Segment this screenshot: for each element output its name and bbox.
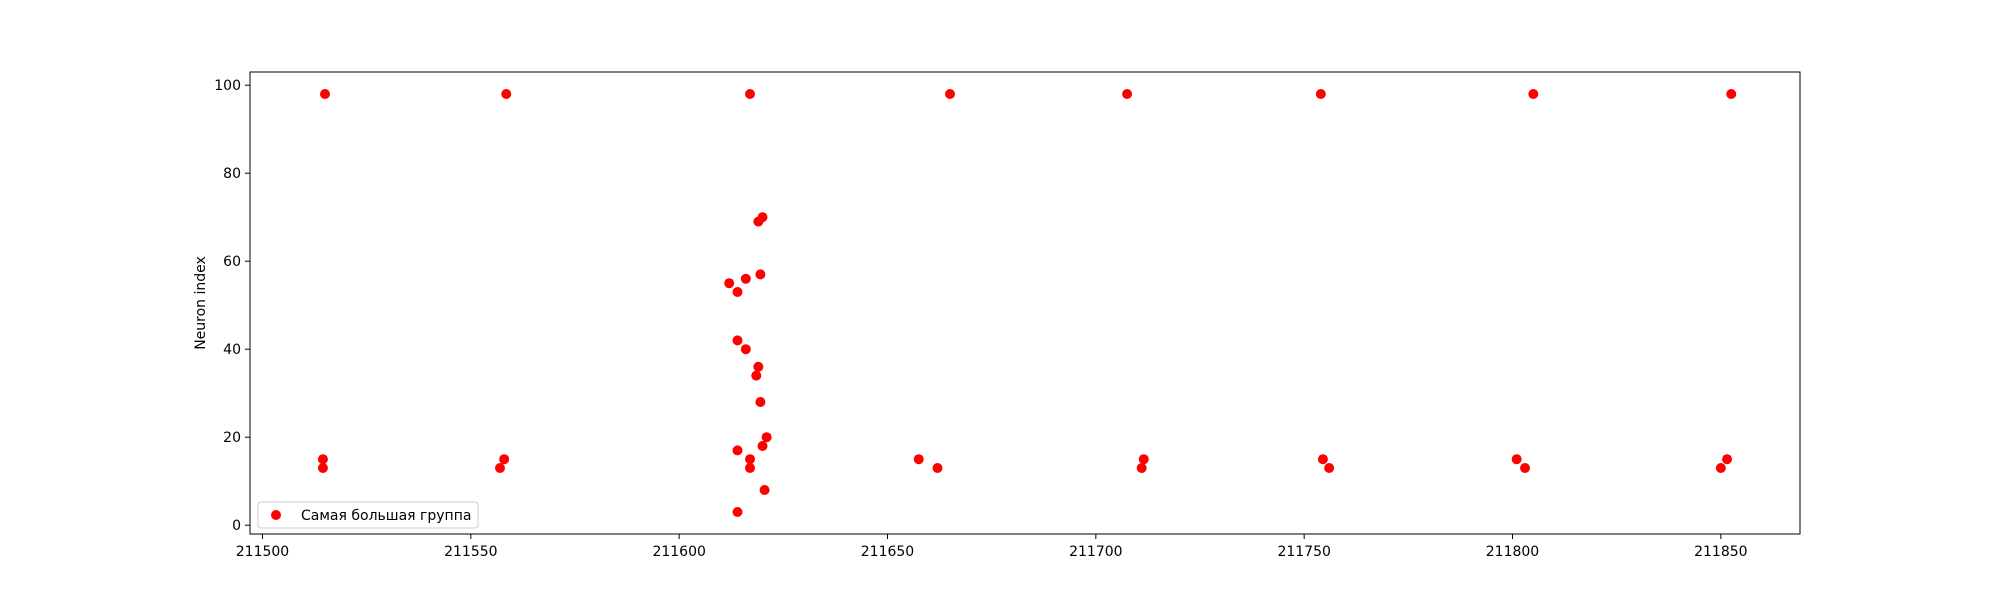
data-point [732,287,743,297]
data-point [740,344,751,355]
data-point [757,212,768,223]
data-point [1722,454,1733,465]
data-point [732,335,743,346]
x-tick-label: 211800 [1486,544,1539,560]
y-tick-label: 100 [214,78,241,94]
x-tick-label: 211700 [1069,544,1122,560]
y-tick-label: 60 [223,254,241,270]
data-points [317,89,1737,517]
y-axis-title: Neuron index [193,256,209,350]
data-point [1520,463,1530,473]
legend-label: Самая большая группа [301,508,471,524]
data-point [751,370,762,381]
data-point [1715,463,1726,473]
data-point [732,445,743,456]
y-tick-label: 0 [232,518,241,534]
data-point [1528,89,1539,99]
data-point [1726,89,1737,99]
data-point [732,507,743,517]
data-point [1324,463,1335,473]
data-point [1122,89,1133,99]
data-point [1317,454,1328,465]
data-point [759,485,770,495]
data-point [317,463,328,473]
y-tick-label: 40 [223,342,241,358]
x-tick-label: 211600 [652,544,705,560]
data-point [761,432,772,443]
data-point [755,397,766,407]
data-point [745,463,755,473]
y-tick-label: 20 [223,430,241,446]
plot-area [249,71,1801,535]
data-point [499,454,510,465]
data-point [740,273,751,284]
data-point [932,463,943,473]
y-axis: 0 20 40 60 80 100 [214,78,250,534]
y-tick-label: 80 [223,166,241,182]
x-axis: 211500 211550 211600 211650 211700 211750 2118… [236,534,1748,560]
data-point [1315,89,1326,99]
x-tick-label: 211750 [1277,544,1330,560]
data-point [745,89,755,99]
data-point [724,278,735,289]
data-point [501,89,512,99]
data-point [317,454,328,465]
data-point [745,454,755,465]
x-tick-label: 211650 [861,544,914,560]
data-point [757,441,768,451]
x-tick-label: 211550 [444,544,497,560]
x-tick-label: 211850 [1694,544,1747,560]
data-point [913,454,924,465]
data-point [1511,454,1522,465]
legend-box [257,501,479,529]
data-point [755,269,766,280]
data-point [320,89,330,99]
data-point [753,361,764,372]
x-tick-label: 211500 [236,544,289,560]
data-point [1138,454,1149,465]
legend-marker [271,510,281,520]
data-point [945,89,955,99]
data-point [495,463,505,473]
legend: Самая большая группа [257,501,479,529]
data-point [1136,463,1147,473]
